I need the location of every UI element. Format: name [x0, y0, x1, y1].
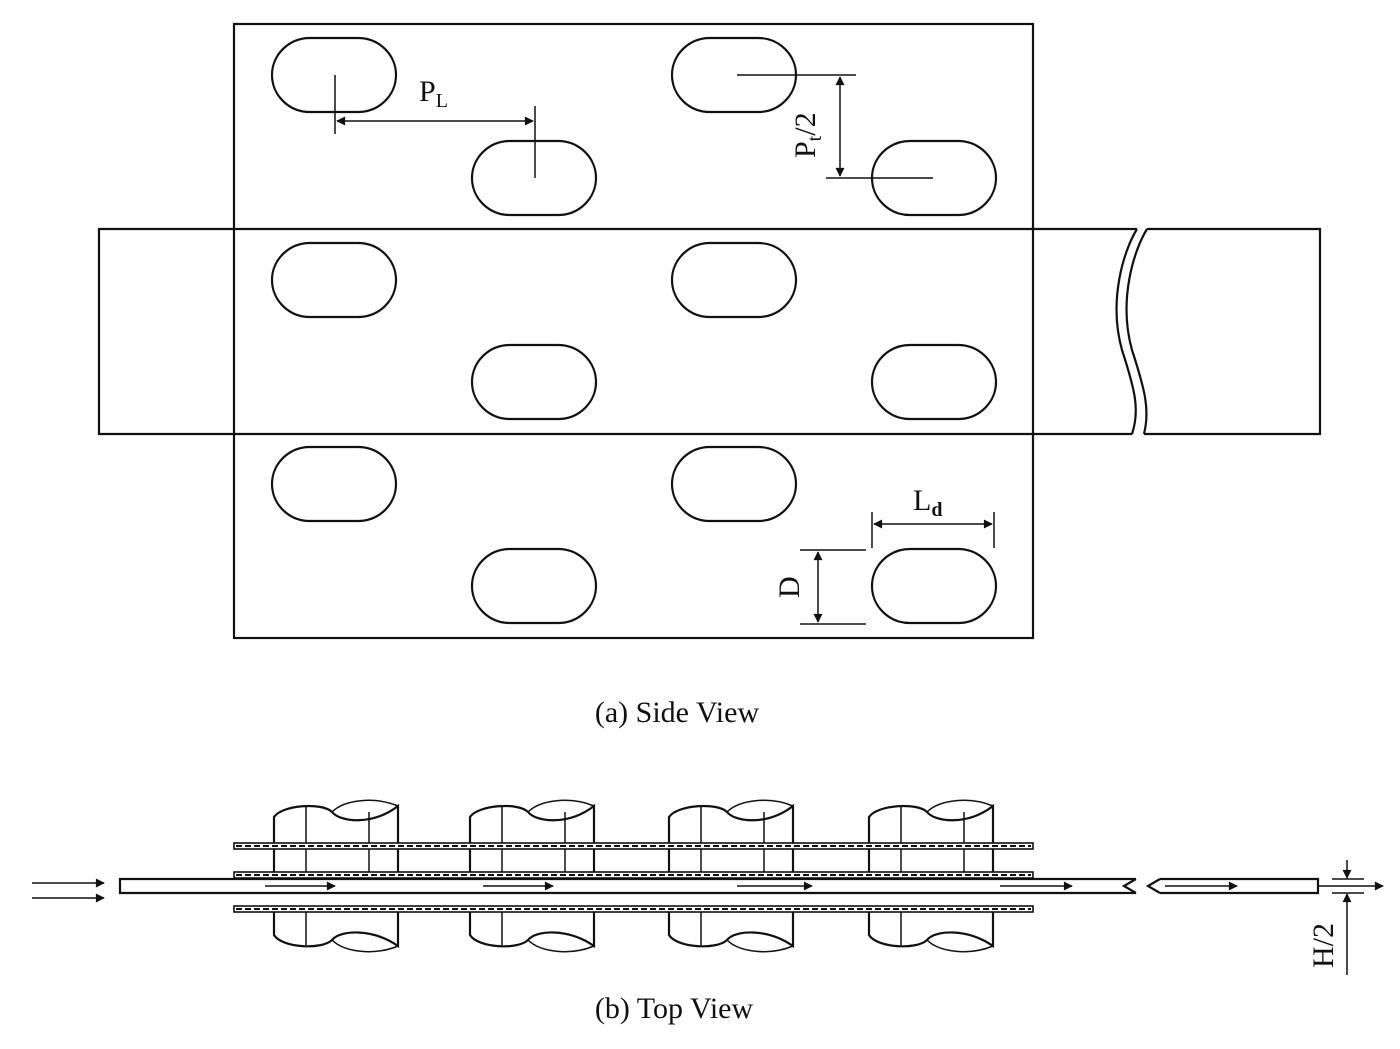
fin-plate-outline — [232, 22, 1035, 640]
pt-subscript: t — [804, 135, 826, 141]
pt-half-dimension: Pt/2 — [737, 74, 933, 179]
svg-text:Pt/2: Pt/2 — [789, 112, 826, 158]
top-view: H/2 (b) Top View — [32, 799, 1384, 1025]
d-dimension: D — [773, 549, 866, 625]
elliptical-tubes — [270, 36, 998, 625]
pl-label: P — [419, 75, 436, 108]
pl-subscript: L — [436, 90, 448, 112]
tube-section — [468, 799, 596, 953]
channel-strip-left — [97, 227, 1137, 436]
elliptical-tube — [670, 445, 798, 523]
fin-plates — [233, 842, 1034, 913]
ld-dimension: Ld — [871, 484, 995, 548]
side-view-caption: (a) Side View — [595, 696, 760, 729]
side-view: PL Pt/2 Ld D (a) Side — [97, 22, 1322, 729]
pl-dimension: PL — [334, 75, 536, 178]
elliptical-tube — [470, 139, 598, 217]
break-line-left — [1115, 228, 1138, 435]
elliptical-tube — [270, 241, 398, 319]
elliptical-tube — [870, 343, 998, 421]
svg-text:PL: PL — [419, 75, 448, 112]
tube-section — [272, 799, 400, 953]
elliptical-tube — [270, 36, 398, 114]
elliptical-tube — [470, 343, 598, 421]
tube-section — [667, 799, 795, 953]
inlet-arrows — [32, 878, 105, 903]
pt-suffix: /2 — [789, 112, 822, 135]
h-half-label: H/2 — [1307, 923, 1340, 968]
ld-subscript: d — [931, 499, 942, 521]
tube-section — [867, 799, 995, 953]
channel-strip-right — [1144, 227, 1322, 436]
h-half-dimension: H/2 — [1307, 860, 1384, 975]
elliptical-tube — [870, 547, 998, 625]
elliptical-tube — [270, 445, 398, 523]
svg-text:Ld: Ld — [913, 484, 942, 521]
break-line-right — [1125, 228, 1148, 435]
pt-label: P — [789, 141, 822, 158]
ld-label: L — [913, 484, 931, 517]
elliptical-tube — [670, 241, 798, 319]
d-label: D — [773, 576, 806, 598]
top-view-caption: (b) Top View — [595, 992, 754, 1025]
elliptical-tube — [470, 547, 598, 625]
tube-cross-sections — [272, 799, 995, 953]
